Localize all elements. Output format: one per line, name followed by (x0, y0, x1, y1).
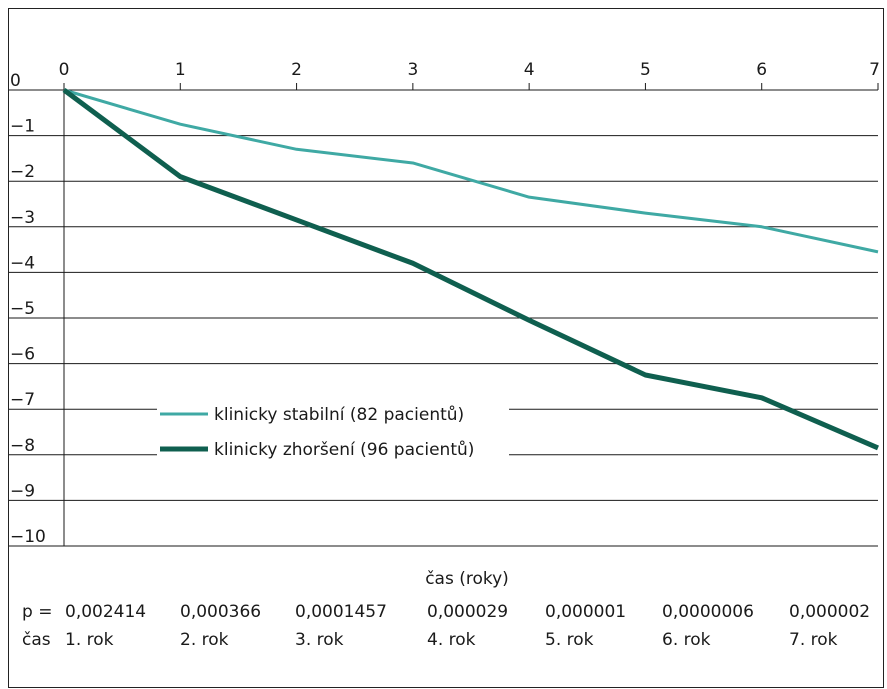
gridlines (9, 89, 878, 547)
x-tick-label: 0 (59, 60, 70, 80)
series-lines (62, 87, 879, 451)
p-row-label: p = (22, 602, 52, 622)
time-cell: 6. rok (662, 630, 711, 650)
x-tick-label: 7 (869, 60, 880, 80)
y-tick-label: −8 (10, 436, 35, 456)
chart-frame (8, 8, 884, 688)
y-tick-label: 0 (10, 71, 21, 91)
stats-table: p = čas 0,002414 0,000366 0,0001457 0,00002… (22, 602, 870, 650)
y-tick-label: −4 (10, 253, 35, 273)
legend-label-1: klinicky stabilní (82 pacientů) (214, 405, 464, 425)
y-tick-label: −5 (10, 299, 35, 319)
p-value-cell: 0,000002 (789, 602, 870, 622)
y-tick-label: −1 (10, 117, 35, 137)
series-line-2 (62, 87, 879, 451)
p-value-cell: 0,000001 (545, 602, 626, 622)
x-tick-label: 5 (640, 60, 651, 80)
time-cell: 1. rok (65, 630, 114, 650)
x-tick-label: 2 (291, 60, 302, 80)
time-cell: 4. rok (427, 630, 476, 650)
time-cell: 3. rok (295, 630, 344, 650)
y-tick-label: −2 (10, 162, 35, 182)
p-value-cell: 0,0000006 (662, 602, 754, 622)
x-tick-label: 4 (524, 60, 535, 80)
x-tick-label: 1 (175, 60, 186, 80)
legend: klinicky stabilní (82 pacientů) klinicky … (157, 398, 509, 464)
y-tick-label: −10 (10, 527, 46, 547)
time-cell: 7. rok (789, 630, 838, 650)
p-value-cell: 0,0001457 (295, 602, 387, 622)
legend-box (157, 398, 509, 464)
x-tick-label: 6 (756, 60, 767, 80)
p-value-cell: 0,002414 (65, 602, 146, 622)
y-tick-label: −7 (10, 390, 35, 410)
x-tick-label: 3 (407, 60, 418, 80)
y-tick-label: −9 (10, 481, 35, 501)
time-row-label: čas (22, 630, 51, 650)
time-cell: 5. rok (545, 630, 594, 650)
x-axis-label: čas (roky) (425, 569, 509, 589)
time-cell: 2. rok (180, 630, 229, 650)
y-tick-label: −6 (10, 345, 35, 365)
series-line-1 (63, 88, 879, 254)
y-axis: 0 −1 −2 −3 −4 −5 −6 −7 −8 −9 −10 (10, 71, 46, 547)
y-tick-label: −3 (10, 208, 35, 228)
legend-label-2: klinicky zhoršení (96 pacientů) (214, 440, 474, 460)
x-axis: 0 1 2 3 4 5 6 7 (59, 60, 880, 546)
p-value-cell: 0,000366 (180, 602, 261, 622)
p-value-cell: 0,000029 (427, 602, 508, 622)
